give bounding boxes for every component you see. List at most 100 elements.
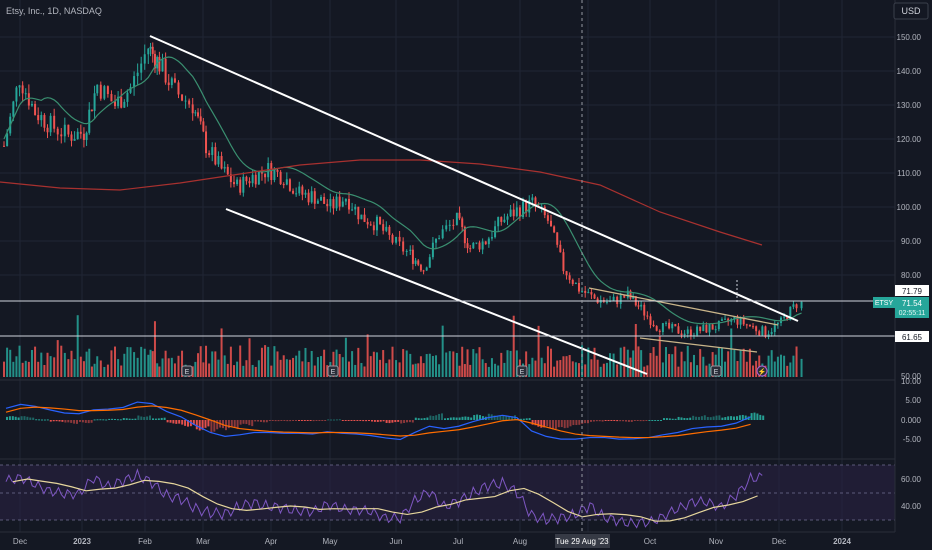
candle-body [257,171,260,185]
macd-histogram-bar [195,420,198,430]
volume-bar [248,338,251,377]
macd-histogram-bar [511,416,514,420]
candle-body [584,290,587,293]
macd-histogram-bar [601,420,604,422]
trendline-drawings[interactable] [149,35,799,375]
candle-body [702,324,705,331]
macd-histogram-bar [619,420,622,422]
candle-body [484,241,487,245]
volume-bar [110,350,113,377]
candle-body [411,249,414,264]
candle-body [347,198,350,210]
volume-bar [147,354,150,377]
event-markers[interactable]: E E E E ⚡ [181,365,768,377]
candle-body [288,179,291,191]
volume-bar [593,347,596,377]
volume-bar [301,361,304,377]
volume-bar [295,355,298,377]
wedge-upper-line [588,287,779,326]
candle-body [320,196,323,201]
rsi-band [0,464,895,521]
volume-bar [568,355,571,377]
macd-histogram-bar [201,420,204,430]
volume-bar [646,365,649,377]
macd-histogram-bar [324,420,327,421]
macd-histogram-bar [592,420,595,422]
macd-histogram-bar [587,420,589,424]
volume-bar [316,357,319,377]
macd-histogram-bar [426,417,429,420]
candle-body [696,326,699,336]
candle-body [351,209,354,211]
volume-bar [270,365,273,377]
volume-bar [665,347,668,377]
macd-histogram-bar [116,419,119,421]
candle-body [398,236,401,242]
candle-body [188,100,191,105]
macd-histogram-bar [668,418,671,420]
candle-body [298,186,301,194]
volume-bar [655,355,658,377]
volume-bar [335,349,338,377]
macd-histogram-bar [391,420,394,423]
volume-bar [755,360,758,377]
candle-body [282,184,285,186]
volume-bar [494,363,497,377]
macd-histogram-bar [260,420,262,422]
candle-body [191,104,194,114]
volume-bar [441,325,444,377]
candle-body [279,171,282,185]
time-tick-label: 2023 [73,537,91,546]
candle-body [43,115,46,128]
candle-body [699,326,702,331]
current-price-tag [895,297,929,318]
macd-histogram-bar [303,420,306,421]
candle-body [478,242,481,250]
candle-body [310,191,313,203]
candle-body [30,103,33,106]
candle-body [795,304,798,309]
volume-bar [49,356,52,377]
candle-body [67,124,70,135]
macd-histogram-bar [251,420,254,427]
volume-bar [431,355,434,377]
time-tick-label: Apr [265,537,278,546]
candle-body [531,197,534,201]
volume-bar [702,356,705,377]
volume-bar [307,362,310,377]
volume-bar [199,346,202,377]
macd-signal-line [5,405,751,439]
horizontal-levels[interactable] [0,300,895,337]
volume-bar [736,361,739,377]
macd-histogram-bar [306,420,309,421]
macd-histogram-bar [298,420,300,421]
lightning-marker [756,365,768,377]
currency-button[interactable] [893,2,929,20]
macd-histogram-bar [435,415,438,420]
volume-bar [40,352,43,377]
volume-bar [344,337,347,377]
volume-bar [497,365,500,377]
current-price-text: 71.54 [902,299,923,308]
volume-bar [208,363,211,377]
macd-histogram-bar [84,420,87,423]
macd-histogram-bar [540,420,543,428]
macd-histogram-bar [43,419,46,421]
volume-bar [3,361,5,377]
volume-bar [288,359,291,377]
macd-histogram-bar [146,416,149,420]
volume-bar [699,349,702,377]
candle-body [518,207,521,218]
candle-body [612,296,615,301]
macd-histogram-bar [665,418,668,420]
candle-body [375,216,378,231]
macd-histogram-bar [508,416,511,420]
volume-bar [153,321,156,377]
volume-bar [156,363,159,377]
candle-body [755,326,758,332]
macd-histogram-bar [8,416,11,420]
volume-bar [236,361,239,377]
volume-bar [466,349,469,377]
rsi-line [5,468,763,529]
